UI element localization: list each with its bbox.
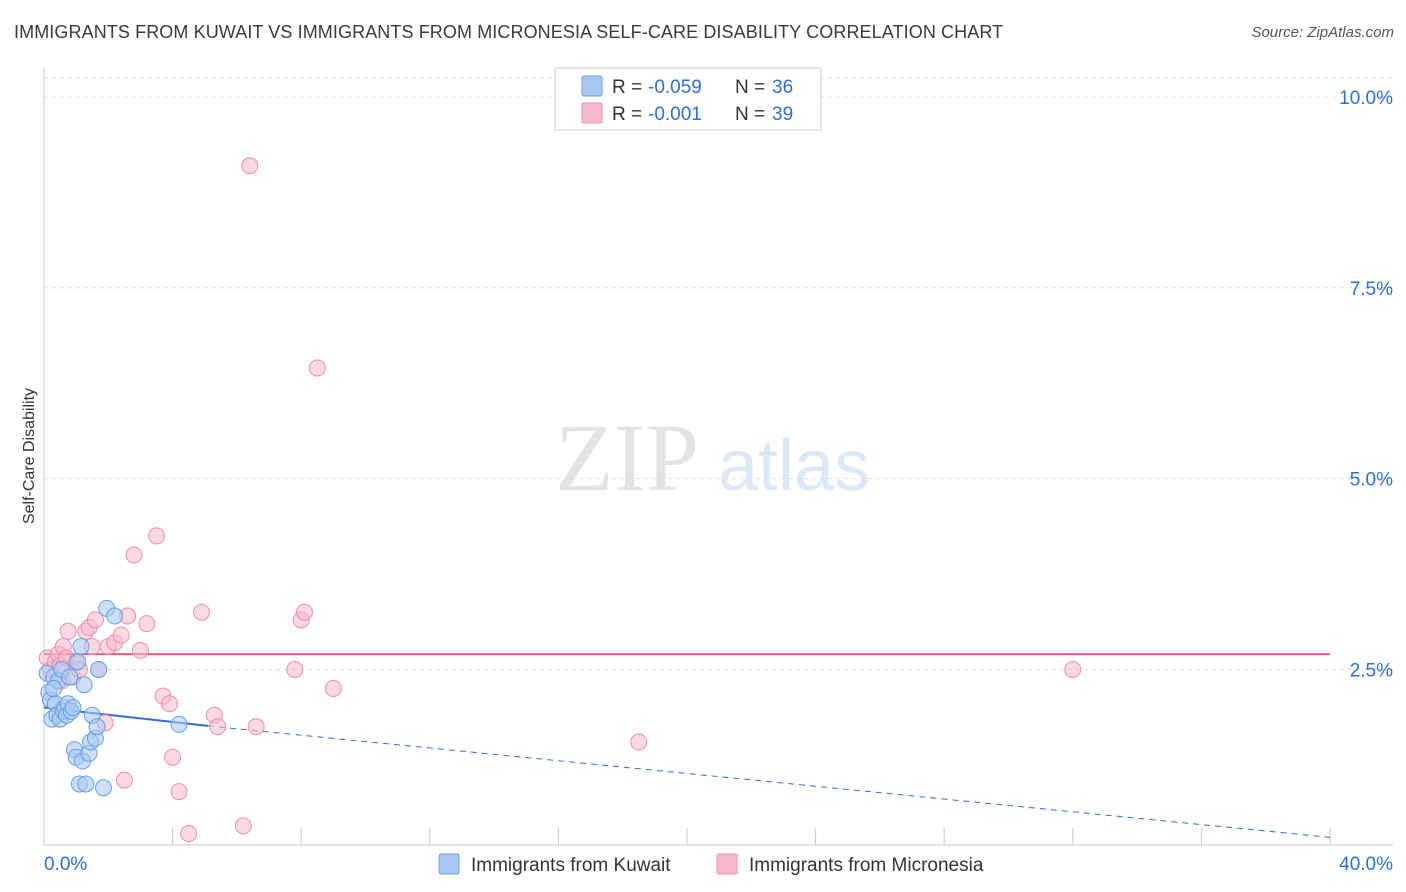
y-tick-label: 5.0% (1350, 470, 1393, 491)
micronesia-point (112, 626, 130, 644)
bottom-legend-label-micronesia: Immigrants from Micronesia (749, 855, 984, 876)
bottom-legend: Immigrants from Kuwait Immigrants from M… (438, 853, 984, 876)
kuwait-point (61, 668, 79, 686)
legend-r-label-micronesia: R = (612, 104, 642, 125)
kuwait-point (45, 680, 63, 698)
kuwait-point (72, 638, 90, 656)
legend-n-value-kuwait: 36 (772, 77, 793, 98)
watermark-atlas: atlas (718, 426, 870, 506)
micronesia-point (115, 771, 133, 789)
axes (43, 68, 1393, 846)
micronesia-point (148, 527, 166, 545)
watermark-zip: ZIP (555, 404, 699, 511)
legend-r-value-micronesia: -0.001 (648, 104, 702, 125)
micronesia-point (630, 733, 648, 751)
kuwait-point (69, 653, 87, 671)
kuwait-point (170, 715, 188, 733)
micronesia-point (138, 615, 156, 633)
legend-r-value-kuwait: -0.059 (648, 77, 702, 98)
chart-title: IMMIGRANTS FROM KUWAIT VS IMMIGRANTS FRO… (14, 22, 1004, 42)
legend-swatch-kuwait (581, 75, 603, 97)
kuwait-point (64, 699, 82, 717)
legend-swatch-micronesia (581, 102, 603, 124)
top-legend: R = -0.059 N = 36 R = -0.001 N = 39 (554, 67, 822, 131)
tick-labels: 2.5% 5.0% 7.5% 10.0% 0.0% 40.0% (44, 88, 1393, 875)
y-axis-label: Self-Care Disability (21, 388, 38, 524)
micronesia-point (247, 718, 265, 736)
y-tick-label: 7.5% (1350, 279, 1393, 300)
micronesia-point (164, 748, 182, 766)
micronesia-point (180, 825, 198, 843)
micronesia-point (59, 622, 77, 640)
micronesia-point (209, 718, 227, 736)
kuwait-point (88, 718, 106, 736)
source-label: Source: ZipAtlas.com (1251, 24, 1394, 41)
micronesia-point (125, 546, 143, 564)
legend-n-value-micronesia: 39 (772, 104, 793, 125)
micronesia-point (286, 660, 304, 678)
micronesia-point (295, 603, 313, 621)
y-tick-label: 10.0% (1339, 88, 1393, 109)
legend-r-label-kuwait: R = (612, 77, 642, 98)
micronesia-point (308, 359, 326, 377)
kuwait-point (94, 779, 112, 797)
micronesia-point (241, 157, 259, 175)
kuwait-point (75, 676, 93, 694)
kuwait-trend-extension (207, 725, 1331, 838)
bottom-legend-swatch-micronesia (716, 853, 738, 875)
micronesia-point (193, 603, 211, 621)
trend-lines (43, 653, 1331, 838)
x-tick-label-max: 40.0% (1339, 854, 1393, 875)
micronesia-point (234, 817, 252, 835)
micronesia-point (170, 783, 188, 801)
kuwait-point (106, 607, 124, 625)
kuwait-point (77, 775, 95, 793)
micronesia-point (324, 680, 342, 698)
y-tick-label: 2.5% (1350, 660, 1393, 681)
legend-n-label-kuwait: N = (735, 77, 765, 98)
micronesia-point (160, 695, 178, 713)
micronesia-point (86, 611, 104, 629)
bottom-legend-swatch-kuwait (438, 853, 460, 875)
legend-n-label-micronesia: N = (735, 104, 765, 125)
micronesia-point (131, 641, 149, 659)
micronesia-point (1064, 660, 1082, 678)
bottom-legend-label-kuwait: Immigrants from Kuwait (471, 855, 671, 876)
data-points (38, 157, 1082, 843)
kuwait-point (90, 660, 108, 678)
x-tick-label-min: 0.0% (44, 854, 87, 875)
